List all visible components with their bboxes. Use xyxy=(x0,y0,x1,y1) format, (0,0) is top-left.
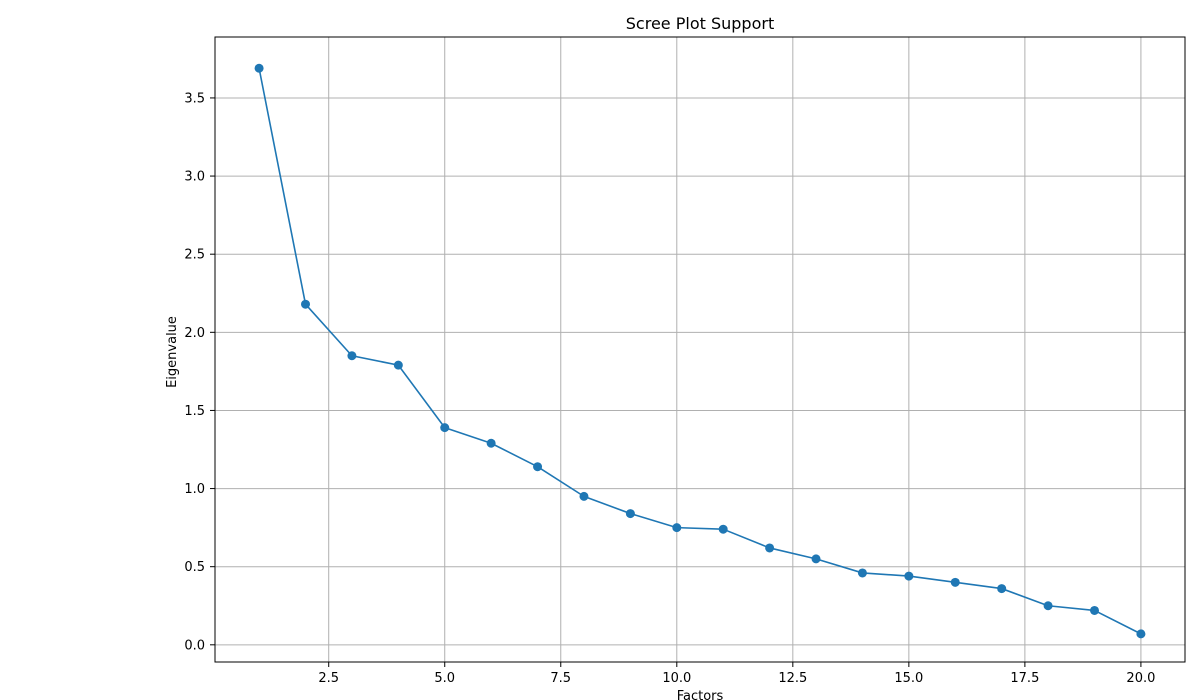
data-point xyxy=(393,360,403,370)
y-tick-label: 3.5 xyxy=(184,91,205,106)
axis-ticks: 2.5 5.0 7.5 10.0 12.5 15.0 17.5 20.0 0.0 0.5 1.0 1.… xyxy=(184,91,1155,686)
y-tick-label: 1.5 xyxy=(184,404,205,419)
plot-area xyxy=(254,63,1146,639)
grid xyxy=(215,37,1185,662)
y-tick-label: 2.5 xyxy=(184,248,205,263)
x-tick-label: 12.5 xyxy=(778,671,807,686)
y-tick-label: 0.5 xyxy=(184,560,205,575)
x-tick-label: 20.0 xyxy=(1126,671,1155,686)
data-point xyxy=(857,568,867,578)
x-tick-label: 2.5 xyxy=(318,671,339,686)
data-point xyxy=(997,584,1007,594)
data-point xyxy=(1043,601,1053,611)
series-line xyxy=(258,68,1142,635)
data-point xyxy=(765,543,775,553)
x-tick-label: 5.0 xyxy=(434,671,455,686)
data-point xyxy=(440,423,450,433)
x-tick-label: 7.5 xyxy=(550,671,571,686)
data-point xyxy=(1089,605,1099,615)
data-point xyxy=(950,577,960,587)
data-point xyxy=(301,299,311,309)
data-point xyxy=(486,438,496,448)
x-tick-label: 17.5 xyxy=(1010,671,1039,686)
axes-frame xyxy=(214,36,1186,663)
chart-title: Scree Plot Support xyxy=(626,14,774,33)
data-point xyxy=(811,554,821,564)
data-point xyxy=(1136,629,1146,639)
data-point xyxy=(672,523,682,533)
y-axis-label: Eigenvalue xyxy=(165,316,180,388)
y-tick-label: 1.0 xyxy=(184,482,205,497)
x-tick-label: 15.0 xyxy=(894,671,923,686)
data-point xyxy=(347,351,357,361)
data-point xyxy=(904,571,914,581)
x-tick-label: 10.0 xyxy=(662,671,691,686)
data-point xyxy=(579,491,589,501)
data-point xyxy=(533,462,543,472)
data-point xyxy=(625,509,635,519)
x-axis-label: Factors xyxy=(677,689,724,700)
y-tick-label: 2.0 xyxy=(184,326,205,341)
y-tick-label: 0.0 xyxy=(184,638,205,653)
data-point xyxy=(254,63,264,73)
data-point xyxy=(718,524,728,534)
y-tick-label: 3.0 xyxy=(184,170,205,185)
